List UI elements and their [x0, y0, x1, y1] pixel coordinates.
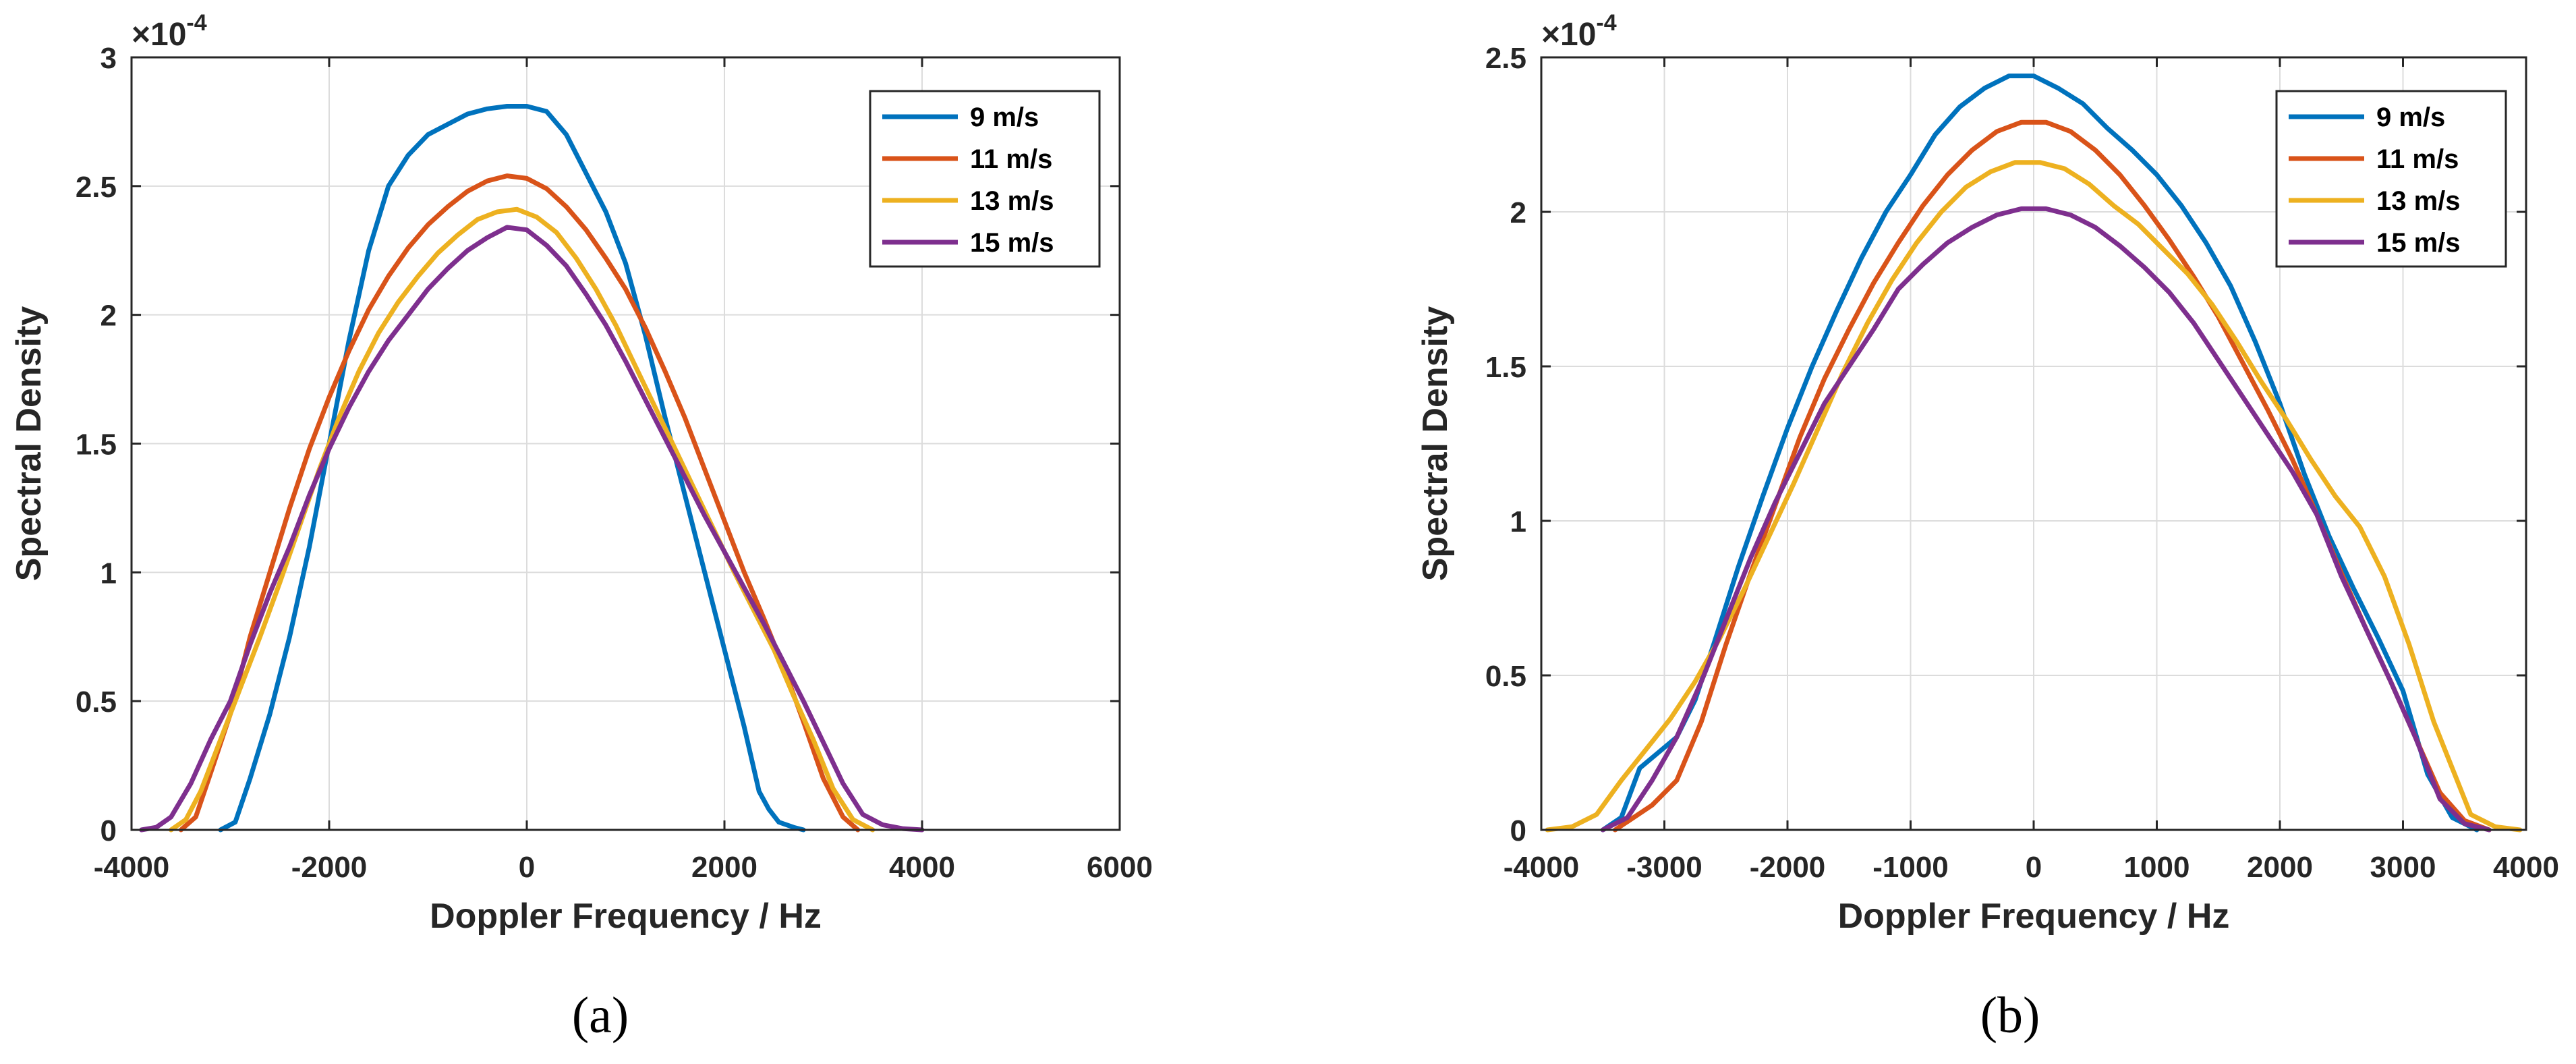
y-axis-label: Spectral Density	[9, 306, 49, 582]
y-tick-label: 2.5	[76, 171, 117, 204]
series-line-11-m-s	[178, 173, 861, 833]
figure-caption: (a)	[572, 987, 629, 1044]
legend-entry: 15 m/s	[2376, 228, 2461, 258]
legend-box	[2275, 90, 2507, 268]
legend-entry: 9 m/s	[2376, 103, 2445, 132]
series-line-15-m-s	[139, 225, 925, 833]
y-tick-label: 2	[1510, 196, 1526, 229]
series-line-9-m-s	[1600, 74, 2480, 833]
y-tick-label: 0	[101, 814, 117, 847]
y-exponent-label: ×10-4	[132, 10, 207, 53]
x-tick-label: 2000	[2247, 851, 2313, 884]
x-tick-label: 4000	[2493, 851, 2559, 884]
legend-entry: 13 m/s	[970, 186, 1054, 216]
series-line-15-m-s	[1600, 206, 2492, 833]
y-exponent-power: -4	[186, 10, 206, 36]
x-tick-label: -3000	[1626, 851, 1702, 884]
series-line-9-m-s	[218, 104, 806, 833]
x-tick-label: 4000	[889, 851, 955, 884]
x-axis-label: Doppler Frequency / Hz	[430, 897, 822, 936]
y-exponent-base: ×10	[132, 17, 186, 53]
x-tick-label: 0	[2026, 851, 2042, 884]
legend-box	[869, 90, 1101, 268]
y-exponent-label: ×10-4	[1541, 10, 1617, 53]
y-tick-label: 1.5	[76, 428, 117, 461]
legend-entry: 15 m/s	[970, 228, 1054, 258]
x-tick-label: -2000	[291, 851, 368, 884]
x-tick-label: -1000	[1872, 851, 1949, 884]
x-tick-label: 2000	[691, 851, 757, 884]
y-tick-label: 0.5	[76, 685, 117, 719]
x-tick-label: 3000	[2370, 851, 2436, 884]
x-tick-label: -2000	[1750, 851, 1826, 884]
y-tick-label: 0	[1510, 814, 1526, 847]
x-tick-label: 0	[519, 851, 535, 884]
x-tick-label: 6000	[1087, 851, 1153, 884]
legend-entry: 13 m/s	[2376, 186, 2461, 216]
y-exponent-base: ×10	[1541, 17, 1596, 53]
y-tick-label: 1.5	[1485, 351, 1526, 384]
y-exponent-power: -4	[1596, 10, 1616, 36]
y-axis-label: Spectral Density	[1416, 306, 1455, 582]
x-tick-label: -4000	[94, 851, 170, 884]
legend-entry: 11 m/s	[970, 144, 1052, 174]
y-tick-label: 2	[101, 300, 117, 333]
legend-entry: 11 m/s	[2376, 144, 2459, 174]
figure-caption: (b)	[1980, 987, 2040, 1044]
chart-a: -4000 -2000 0 2000 4000 6000 0 0.5 1 1.5 2 2.5 3 ×10-…	[9, 10, 1153, 1044]
legend-entry: 9 m/s	[970, 103, 1039, 132]
x-tick-label: 1000	[2124, 851, 2190, 884]
x-tick-label: -4000	[1504, 851, 1580, 884]
y-tick-label: 1	[101, 557, 117, 590]
y-tick-label: 0.5	[1485, 660, 1526, 693]
chart-b: -4000 -3000 -2000 -1000 0 1000 2000 3000 4000 0 0.…	[1416, 10, 2559, 1044]
series-line-13-m-s	[169, 206, 876, 833]
y-tick-label: 1	[1510, 505, 1526, 538]
y-tick-label: 3	[101, 42, 117, 75]
y-tick-label: 2.5	[1485, 42, 1526, 75]
x-axis-label: Doppler Frequency / Hz	[1838, 897, 2230, 936]
